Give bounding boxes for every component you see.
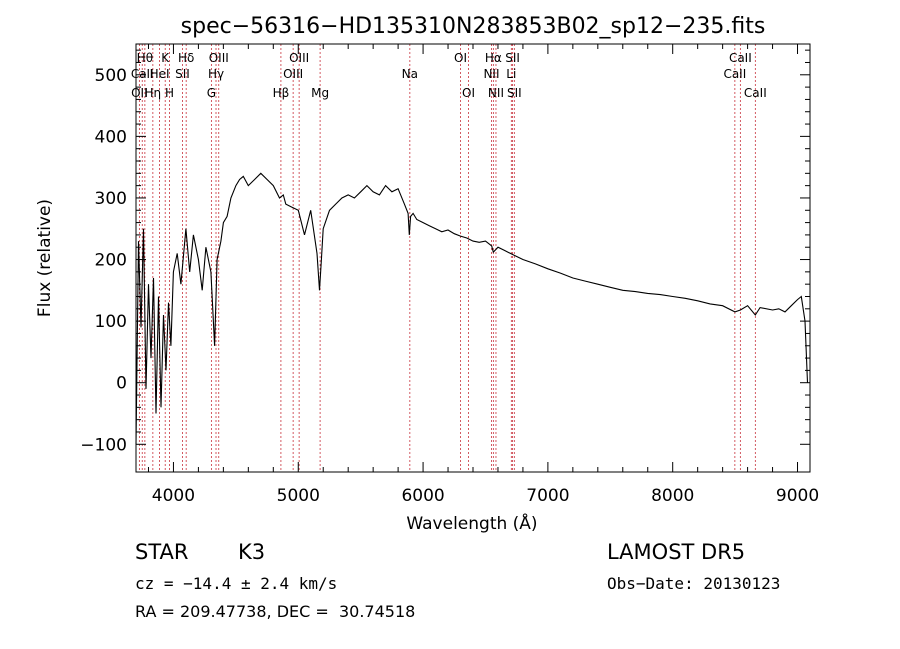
x-tick-label: 4000 (152, 486, 195, 506)
object-class: STAR (135, 540, 189, 564)
plot-frame (135, 43, 811, 473)
spectral-line-label: SII (507, 86, 522, 100)
spectral-line-label: H (165, 86, 174, 100)
spectral-line-label: CaII (744, 86, 767, 100)
spectral-line-label: NII (483, 67, 499, 81)
spectral-line-label: Hγ (208, 67, 224, 81)
spectral-line-label: HeI (150, 67, 170, 81)
y-tick-label: 200 (95, 251, 127, 271)
spectral-line-label: CaII (729, 51, 752, 65)
obs-date: Obs−Date: 20130123 (607, 574, 781, 593)
spectral-line-label: OIII (209, 51, 229, 65)
spectral-line-label: CaII (131, 67, 154, 81)
spectral-line-label: SII (505, 51, 520, 65)
spectral-line-label: K (161, 51, 170, 65)
x-tick-label: 7000 (526, 486, 569, 506)
survey-name: LAMOST DR5 (607, 540, 746, 564)
subclass: K3 (238, 540, 266, 564)
spectral-line-label: OI (454, 51, 467, 65)
spectral-line-label: Mg (311, 86, 329, 100)
spectral-line-label: Hδ (178, 51, 194, 65)
y-tick-label: 400 (95, 127, 127, 147)
coordinates: RA = 209.47738, DEC = 30.74518 (135, 602, 416, 621)
line-labels: OIICaIIHθHηHeIKHSIIHδGHγOIIIHβOIIIOIIIMg… (131, 51, 767, 100)
spectral-line-label: OIII (289, 51, 309, 65)
y-tick-label: 100 (95, 312, 127, 332)
spectral-line-label: OIII (283, 67, 303, 81)
x-tick-label: 8000 (651, 486, 694, 506)
spectral-line-label: G (207, 86, 216, 100)
spectral-line-label: OI (462, 86, 475, 100)
spectral-line-label: Hη (145, 86, 162, 100)
x-tick-label: 6000 (401, 486, 444, 506)
spectral-line-label: Hβ (273, 86, 290, 100)
spectral-line-label: Na (402, 67, 418, 81)
y-tick-label: 0 (116, 374, 127, 394)
spectral-line-label: Li (506, 67, 516, 81)
x-axis-ticks: 4000 5000 6000 7000 8000 9000 (147, 44, 819, 506)
emission-lines (138, 44, 756, 472)
y-tick-label: −100 (80, 435, 127, 455)
spectral-line-label: SII (175, 67, 190, 81)
y-axis-ticks: −100 0 100 200 300 400 500 (80, 49, 810, 455)
y-axis-label: Flux (relative) (35, 199, 55, 317)
spectrum-line (135, 172, 809, 445)
x-tick-label: 9000 (776, 486, 819, 506)
spectral-line-label: Hθ (137, 51, 153, 65)
x-axis-label: Wavelength (Å) (406, 512, 537, 534)
spectral-line-label: OII (131, 86, 148, 100)
y-tick-label: 300 (95, 189, 127, 209)
x-tick-label: 5000 (277, 486, 320, 506)
chart-title: spec−56316−HD135310N283853B02_sp12−235.f… (181, 14, 766, 39)
spectral-line-label: NII (488, 86, 504, 100)
redshift-text: cz = −14.4 ± 2.4 km/s (135, 574, 338, 593)
spectral-line-label: CaII (723, 67, 746, 81)
spectral-line-label: Hα (485, 51, 502, 65)
y-tick-label: 500 (95, 66, 127, 86)
